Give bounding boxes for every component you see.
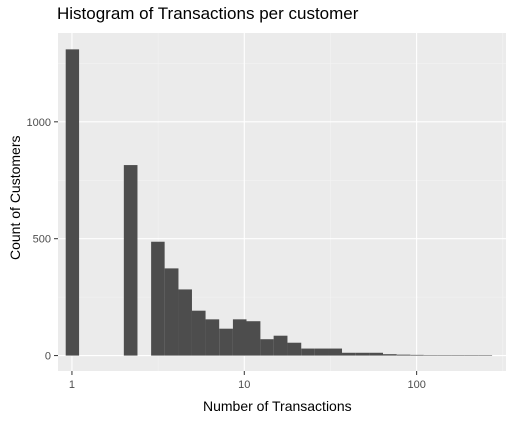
histogram-bar (328, 348, 343, 356)
histogram-bar (342, 352, 356, 356)
histogram-bar (451, 355, 465, 356)
y-tick-label: 1000 (27, 117, 51, 129)
histogram-bar (396, 354, 411, 356)
histogram-bar (232, 319, 247, 356)
histogram-bar (178, 289, 192, 356)
histogram-bar (273, 335, 288, 356)
chart-title: Histogram of Transactions per customer (57, 4, 359, 23)
histogram-bar (478, 355, 493, 356)
y-axis-title: Count of Customers (7, 135, 23, 261)
histogram-bar (437, 355, 452, 356)
histogram-bar (191, 310, 206, 356)
x-tick-label: 100 (407, 379, 425, 391)
x-axis-title: Number of Transactions (203, 398, 352, 414)
y-tick-label: 500 (33, 234, 51, 246)
histogram-bar (314, 348, 329, 356)
histogram-bar (287, 342, 302, 356)
histogram-bar (219, 328, 233, 356)
histogram-bar (464, 355, 479, 356)
x-tick-label: 10 (238, 379, 250, 391)
histogram-bar (260, 339, 274, 356)
histogram-bar (382, 354, 397, 356)
histogram-bar (164, 268, 179, 356)
histogram-bar (246, 321, 261, 356)
histogram-bar (410, 354, 424, 356)
histogram-bar (369, 352, 383, 356)
histogram-bar (65, 49, 80, 356)
y-tick-label: 0 (45, 351, 51, 363)
histogram-bar (423, 355, 438, 356)
histogram-bar (123, 165, 138, 356)
x-tick-label: 1 (69, 379, 75, 391)
histogram-bar (205, 319, 220, 356)
histogram-bar (301, 348, 315, 356)
histogram-bar (151, 241, 165, 356)
histogram-bar (355, 352, 370, 356)
axis-ticks (54, 121, 418, 375)
histogram-bars (65, 49, 493, 356)
